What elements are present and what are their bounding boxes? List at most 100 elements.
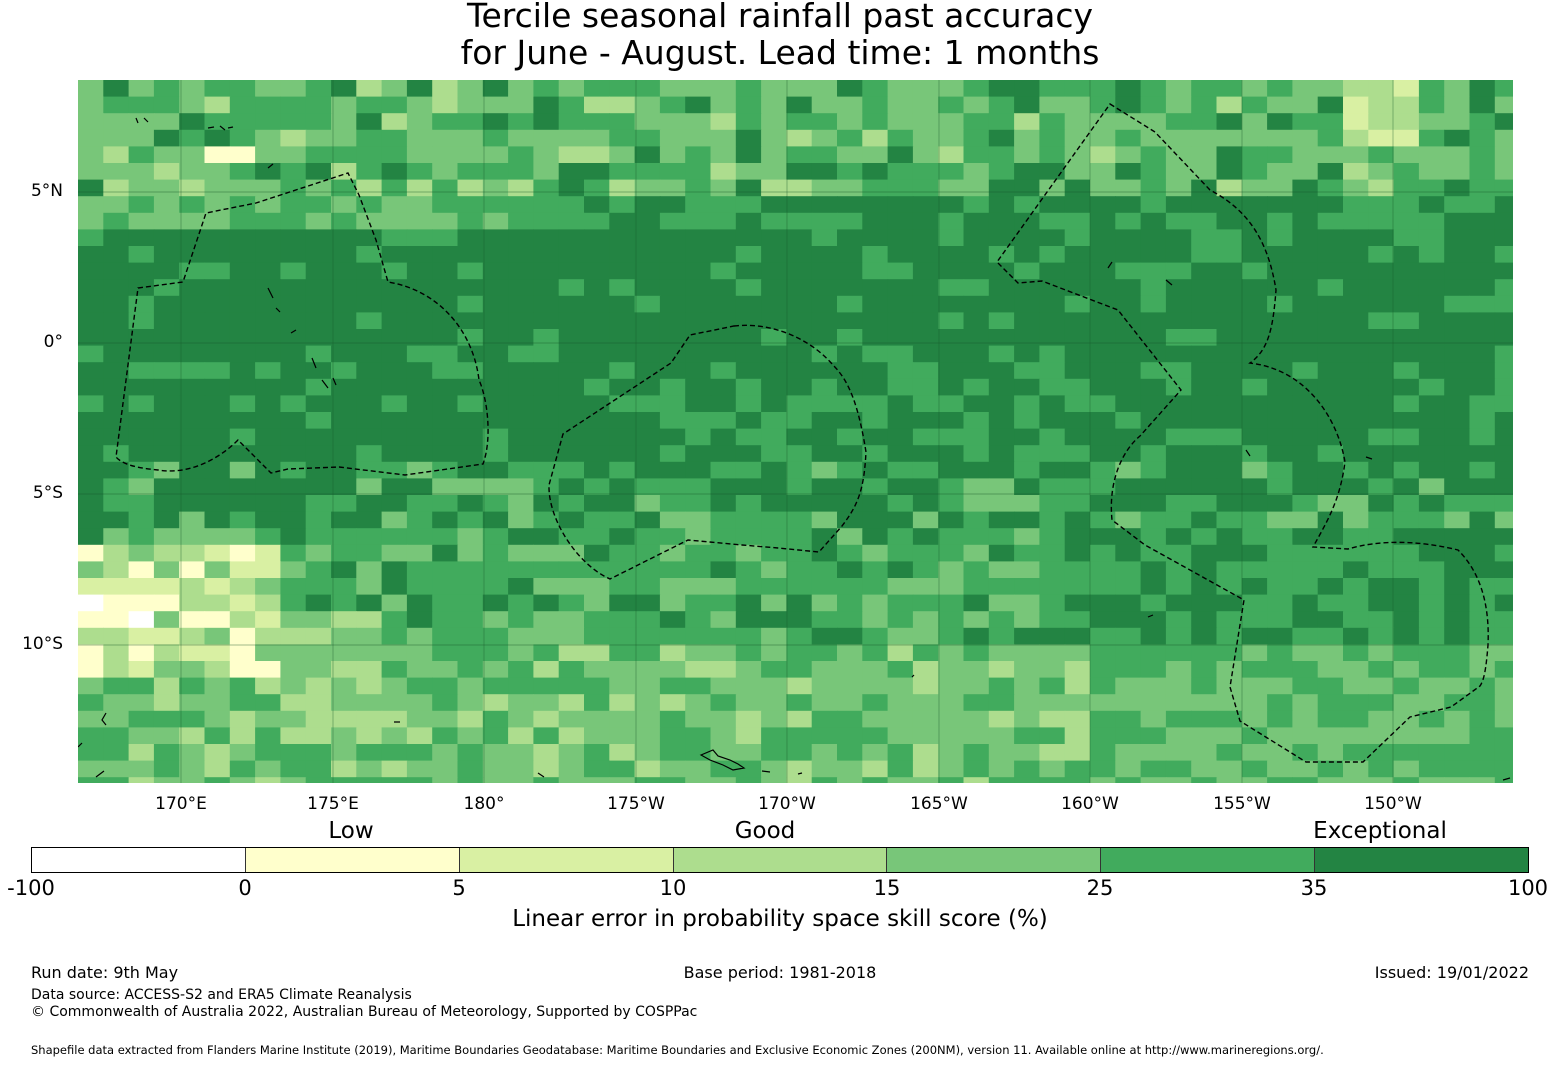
map-cell	[609, 561, 636, 579]
map-cell	[204, 578, 231, 596]
map-cell	[1343, 528, 1369, 546]
legend-tick: -100	[7, 876, 55, 900]
map-cell	[1469, 694, 1496, 712]
map-cell	[1090, 594, 1116, 612]
map-cell	[887, 395, 914, 413]
map-cell	[887, 378, 914, 396]
map-cell	[1343, 196, 1369, 214]
map-cell	[255, 511, 281, 529]
map-cell	[1292, 212, 1319, 230]
map-cell	[938, 578, 965, 596]
map-cell	[887, 329, 914, 347]
map-cell	[1343, 362, 1369, 380]
map-cell	[432, 495, 459, 513]
map-cell	[103, 113, 130, 131]
map-cell	[1343, 262, 1369, 280]
map-cell	[381, 428, 408, 446]
map-cell	[305, 710, 332, 728]
map-cell	[963, 760, 990, 778]
map-cell	[153, 345, 180, 363]
map-cell	[179, 262, 206, 280]
map-cell	[584, 578, 610, 596]
map-cell	[103, 378, 130, 396]
map-cell	[938, 777, 965, 783]
map-cell	[1418, 777, 1445, 783]
legend-word-exceptional: Exceptional	[1313, 818, 1447, 844]
map-cell	[153, 378, 180, 396]
map-cell	[609, 229, 636, 247]
map-cell	[584, 96, 610, 114]
map-cell	[432, 511, 459, 529]
map-cell	[963, 345, 990, 363]
map-cell	[280, 312, 307, 330]
map-cell	[1241, 196, 1268, 214]
map-cell	[229, 80, 256, 98]
map-cell	[78, 661, 104, 679]
map-cell	[381, 295, 408, 313]
map-cell	[356, 611, 383, 629]
map-cell	[634, 511, 661, 529]
map-cell	[508, 329, 534, 347]
map-cell	[331, 229, 357, 247]
map-cell	[457, 727, 484, 745]
map-cell	[659, 246, 686, 264]
map-cell	[1191, 362, 1218, 380]
map-cell	[1267, 445, 1293, 463]
map-cell	[735, 146, 762, 164]
map-cell	[1393, 129, 1420, 147]
map-cell	[432, 677, 459, 695]
map-cell	[482, 544, 509, 562]
map-cell	[1368, 395, 1395, 413]
map-cell	[78, 760, 104, 778]
map-cell	[1115, 727, 1142, 745]
map-cell	[761, 312, 787, 330]
map-cell	[1241, 129, 1268, 147]
map-cell	[634, 412, 661, 430]
map-cell	[1292, 146, 1319, 164]
map-cell	[280, 777, 307, 783]
map-cell	[1368, 544, 1395, 562]
map-cell	[1444, 163, 1471, 181]
map-cell	[1292, 611, 1319, 629]
map-cell	[406, 760, 433, 778]
map-cell	[938, 760, 965, 778]
map-cell	[1140, 710, 1167, 728]
map-cell	[584, 544, 610, 562]
map-cell	[1039, 677, 1066, 695]
map-cell	[1216, 644, 1243, 662]
map-cell	[1267, 661, 1293, 679]
map-cell	[735, 644, 762, 662]
map-cell	[280, 478, 307, 496]
map-cell	[1115, 329, 1142, 347]
map-cell	[963, 129, 990, 147]
map-cell	[811, 196, 838, 214]
map-cell	[862, 544, 889, 562]
map-cell	[609, 246, 636, 264]
map-cell	[1267, 495, 1293, 513]
map-cell	[508, 495, 534, 513]
map-cell	[1393, 661, 1420, 679]
map-cell	[1469, 113, 1496, 131]
map-cell	[533, 727, 560, 745]
map-cell	[963, 578, 990, 596]
map-cell	[862, 362, 889, 380]
map-cell	[1292, 329, 1319, 347]
map-cell	[1090, 760, 1116, 778]
map-cell	[1267, 644, 1293, 662]
map-cell	[1418, 196, 1445, 214]
map-cell	[1014, 129, 1040, 147]
map-cell	[862, 163, 889, 181]
map-cell	[1469, 179, 1496, 197]
map-cell	[938, 727, 965, 745]
map-cell	[1241, 661, 1268, 679]
map-cell	[280, 644, 307, 662]
map-cell	[735, 661, 762, 679]
legend-swatch-5-10	[459, 848, 674, 872]
map-cell	[1140, 196, 1167, 214]
map-cell	[229, 262, 256, 280]
map-cell	[1317, 445, 1344, 463]
map-cell	[305, 395, 332, 413]
map-cell	[1039, 744, 1066, 762]
map-cell	[1115, 345, 1142, 363]
map-cell	[204, 777, 231, 783]
